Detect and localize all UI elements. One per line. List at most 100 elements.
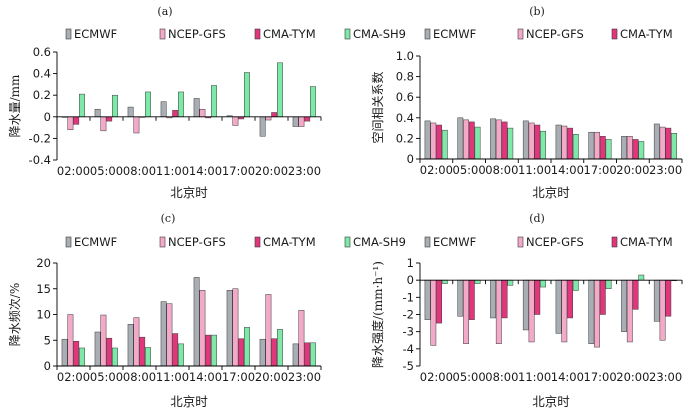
bar-cma-tym-1700 — [599, 279, 606, 315]
bar-cma-tym-1100 — [534, 124, 541, 160]
bar-cma-tym-0200 — [436, 279, 442, 324]
legend: ECMWF NCEP-GFS CMA-TYM — [424, 27, 673, 41]
legend-swatch — [65, 236, 72, 248]
bar-cma-tym-0500 — [106, 337, 113, 367]
bar-ncep-gfs-0200 — [430, 122, 437, 160]
bar-cma-tym-2300 — [304, 342, 311, 367]
legend-label: NCEP-GFS — [526, 27, 584, 41]
x-tick-label: 08:00 — [123, 370, 156, 384]
bar-cma-sh9-0200 — [79, 347, 85, 367]
y-tick-label: 5 — [44, 333, 51, 347]
bar-cma-tym-1400 — [205, 334, 212, 367]
bar-ecmwf-2000 — [621, 136, 627, 160]
y-tick-label: 0 — [44, 359, 51, 373]
bar-cma-sh9-2000 — [277, 329, 283, 367]
bar-cma-tym-1400 — [567, 127, 573, 160]
bar-ncep-gfs-0500 — [100, 314, 107, 367]
y-tick-label: 0.2 — [33, 88, 51, 102]
x-tick-label: 11:00 — [518, 370, 551, 384]
bars — [61, 277, 316, 367]
legend-swatch — [517, 236, 524, 248]
bar-cma-tym-2000 — [632, 279, 639, 310]
x-tick-label: 14:00 — [551, 370, 584, 384]
bar-ncep-gfs-0200 — [430, 279, 437, 346]
bar-cma-sh9-2300 — [310, 86, 316, 118]
legend-label: CMA-TYM — [620, 235, 673, 249]
bar-ecmwf-0500 — [457, 117, 464, 160]
y-axis-label: 降水量/mm — [8, 74, 22, 137]
bar-cma-tym-1400 — [567, 279, 573, 319]
x-tick-label: 08:00 — [123, 164, 156, 178]
bar-ncep-gfs-1700 — [594, 279, 600, 348]
bar-cma-sh9-0200 — [441, 129, 448, 160]
bar-cma-tym-2300 — [304, 116, 311, 122]
bar-cma-tym-1700 — [599, 136, 606, 160]
x-tick-label: 20:00 — [616, 370, 649, 384]
bar-cma-sh9-1700 — [605, 279, 612, 290]
bar-ncep-gfs-0500 — [463, 119, 469, 160]
bar-ncep-gfs-2300 — [298, 116, 305, 127]
x-tick-label: 14:00 — [551, 163, 584, 177]
bar-ncep-gfs-0200 — [67, 314, 74, 367]
x-tick-label: 20:00 — [255, 370, 288, 384]
y-tick-label: 0.6 — [396, 90, 414, 104]
y-tick-label: -5 — [403, 359, 414, 373]
y-tick-label: 0 — [407, 152, 414, 166]
x-tick-label: 23:00 — [649, 370, 682, 384]
x-tick-label: 08:00 — [485, 370, 518, 384]
y-tick-label: 1.0 — [396, 49, 414, 63]
bar-ncep-gfs-1100 — [528, 122, 535, 160]
bar-ecmwf-1700 — [588, 279, 595, 344]
bar-cma-tym-1100 — [172, 333, 179, 367]
bar-cma-sh9-0800 — [145, 347, 151, 367]
bar-ncep-gfs-1400 — [199, 108, 206, 118]
bar-ecmwf-1100 — [522, 120, 529, 160]
bar-cma-tym-2300 — [665, 127, 672, 160]
y-tick-label: -0.4 — [29, 153, 51, 167]
bar-cma-tym-1700 — [238, 338, 245, 367]
bar-cma-tym-2000 — [271, 338, 278, 367]
x-tick-label: 17:00 — [584, 370, 617, 384]
bar-ecmwf-0800 — [490, 279, 496, 319]
bar-ecmwf-0200 — [61, 338, 68, 367]
x-tick-label: 02:00 — [420, 370, 453, 384]
bar-ncep-gfs-2000 — [265, 116, 272, 121]
bars — [424, 274, 677, 348]
bar-ncep-gfs-1700 — [594, 131, 600, 160]
x-axis-label: 北京时 — [532, 394, 570, 409]
y-tick-label: -0.2 — [29, 131, 51, 145]
bar-ncep-gfs-2000 — [265, 294, 272, 367]
x-tick-label: 20:00 — [255, 164, 288, 178]
bar-ncep-gfs-1400 — [561, 125, 568, 160]
bar-ecmwf-1100 — [160, 101, 167, 118]
bar-cma-sh9-1700 — [244, 327, 250, 367]
x-tick-label: 08:00 — [485, 163, 518, 177]
y-tick-label: -1 — [403, 290, 414, 304]
bar-ecmwf-1700 — [226, 290, 233, 367]
y-tick-label: 0 — [44, 110, 51, 124]
x-tick-label: 05:00 — [453, 163, 486, 177]
y-tick-label: 0 — [407, 273, 414, 287]
bar-ecmwf-1400 — [555, 124, 562, 160]
bar-ecmwf-1700 — [588, 131, 595, 160]
bar-ecmwf-2000 — [259, 338, 266, 367]
bar-cma-sh9-2300 — [310, 342, 316, 367]
bar-ncep-gfs-0800 — [133, 317, 140, 367]
legend-swatch — [424, 236, 431, 248]
bar-ecmwf-0200 — [424, 279, 431, 320]
y-tick-label: -3 — [403, 325, 414, 339]
bar-ncep-gfs-1700 — [232, 116, 239, 126]
bar-cma-tym-2000 — [271, 112, 278, 118]
bar-cma-tym-0200 — [73, 341, 80, 367]
bar-cma-sh9-0500 — [474, 126, 481, 160]
bar-cma-sh9-0500 — [112, 347, 118, 367]
bar-ncep-gfs-1100 — [528, 279, 535, 343]
x-tick-label: 02:00 — [57, 370, 90, 384]
panel-title: (b) — [529, 5, 545, 18]
chart-panel-c: (c) ECMWF NCEP-GFS CMA-TYM CMA-SH9 0 5 10 15 20 02… — [8, 212, 406, 409]
legend-label: CMA-SH9 — [353, 235, 406, 249]
bar-ncep-gfs-0800 — [133, 116, 140, 134]
bar-ecmwf-1100 — [522, 279, 529, 331]
bar-cma-sh9-2000 — [277, 62, 283, 118]
legend: ECMWF NCEP-GFS CMA-TYM — [424, 235, 673, 249]
